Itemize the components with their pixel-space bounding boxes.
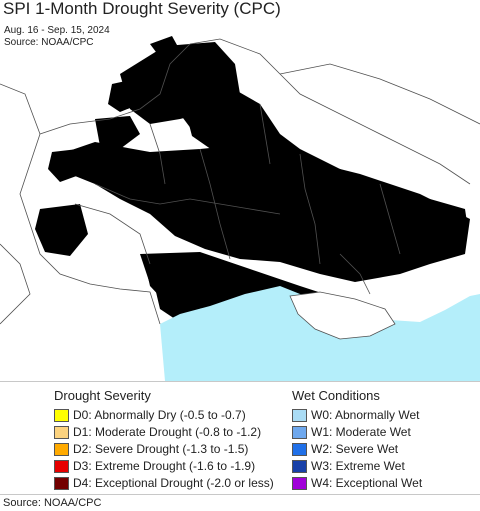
legend-label-d0: D0: Abnormally Dry (-0.5 to -0.7) bbox=[73, 408, 246, 422]
drought-legend-title: Drought Severity bbox=[54, 388, 151, 403]
legend-swatch-w1 bbox=[292, 426, 307, 439]
legend-label-w0: W0: Abnormally Wet bbox=[311, 408, 420, 422]
legend-label-d2: D2: Severe Drought (-1.3 to -1.5) bbox=[73, 442, 249, 456]
legend-label-d3: D3: Extreme Drought (-1.6 to -1.9) bbox=[73, 459, 256, 473]
legend-swatch-d3 bbox=[54, 460, 69, 473]
legend-label-w2: W2: Severe Wet bbox=[311, 442, 399, 456]
legend-label-d1: D1: Moderate Drought (-0.8 to -1.2) bbox=[73, 425, 262, 439]
black-sea bbox=[160, 286, 480, 381]
legend-swatch-w0 bbox=[292, 409, 307, 422]
legend-swatch-d1 bbox=[54, 426, 69, 439]
legend-swatch-d2 bbox=[54, 443, 69, 456]
crimea bbox=[289, 291, 396, 340]
w4-regions bbox=[168, 280, 176, 294]
date-range: Aug. 16 - Sep. 15, 2024 bbox=[4, 25, 110, 36]
d3-regions bbox=[112, 64, 468, 236]
legend-swatch-d0 bbox=[54, 409, 69, 422]
footer: Source: NOAA/CPC bbox=[0, 494, 480, 511]
borders bbox=[0, 38, 480, 325]
map-source-label: Source: NOAA/CPC bbox=[4, 37, 94, 48]
drought-map bbox=[0, 24, 480, 381]
legend-label-d4: D4: Exceptional Drought (-2.0 or less) bbox=[73, 476, 274, 490]
d4-regions bbox=[185, 92, 465, 239]
legend-label-w1: W1: Moderate Wet bbox=[311, 425, 411, 439]
legend: Drought Severity Wet Conditions D0: Abno… bbox=[0, 381, 480, 495]
header: SPI 1-Month Drought Severity (CPC) bbox=[0, 0, 480, 24]
legend-label-w3: W3: Extreme Wet bbox=[311, 459, 405, 473]
legend-swatch-d4 bbox=[54, 477, 69, 490]
legend-swatch-w3 bbox=[292, 460, 307, 473]
map-title: SPI 1-Month Drought Severity (CPC) bbox=[3, 0, 281, 18]
legend-label-w4: W4: Exceptional Wet bbox=[311, 476, 423, 490]
legend-swatch-w2 bbox=[292, 443, 307, 456]
footer-source: Source: NOAA/CPC bbox=[3, 497, 102, 509]
legend-swatch-w4 bbox=[292, 477, 307, 490]
wet-legend-title: Wet Conditions bbox=[292, 388, 380, 403]
